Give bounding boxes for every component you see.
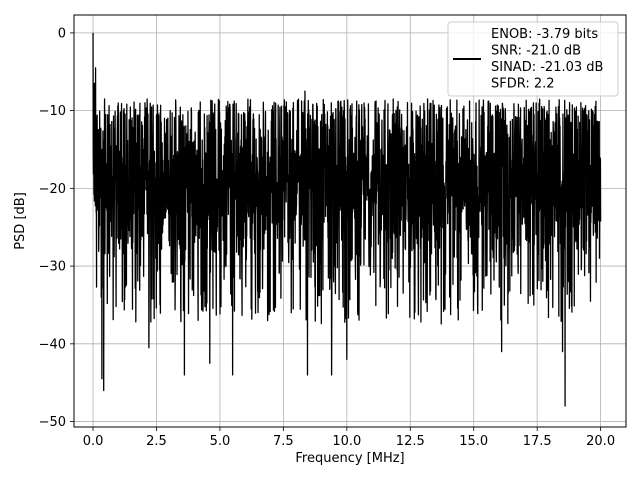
y-tick-label: −50 — [39, 415, 66, 430]
x-tick-label: 10.0 — [332, 434, 361, 449]
x-tick-label: 5.0 — [210, 434, 231, 449]
x-tick-label: 17.5 — [523, 434, 552, 449]
x-tick-label: 0.0 — [83, 434, 104, 449]
y-tick-label: −40 — [39, 337, 66, 352]
x-tick-label: 2.5 — [146, 434, 167, 449]
x-tick-label: 7.5 — [273, 434, 294, 449]
x-tick-label: 12.5 — [396, 434, 425, 449]
legend-box — [447, 21, 619, 97]
x-tick-label: 20.0 — [586, 434, 615, 449]
x-axis-ticks: 0.0 2.5 5.0 7.5 10.0 12.5 15.0 17.5 20.0 — [83, 427, 615, 449]
x-axis-label: Frequency [MHz] — [295, 451, 404, 466]
legend-text-sinad: SINAD: -21.03 dB — [491, 60, 603, 75]
legend: ENOB: -3.79 bits SNR: -21.0 dB SINAD: -2… — [447, 21, 619, 97]
y-axis-ticks: 0 −10 −20 −30 −40 −50 — [39, 26, 74, 430]
x-tick-label: 15.0 — [459, 434, 488, 449]
psd-series-line — [92, 32, 602, 407]
legend-text-snr: SNR: -21.0 dB — [491, 44, 581, 59]
y-tick-label: 0 — [58, 26, 66, 41]
y-tick-label: −10 — [39, 104, 66, 119]
y-tick-label: −30 — [39, 260, 66, 275]
y-axis-label: PSD [dB] — [13, 192, 28, 250]
legend-text-enob: ENOB: -3.79 bits — [491, 27, 598, 42]
series-layer — [92, 32, 602, 407]
plot-frame — [73, 14, 627, 428]
y-tick-label: −20 — [39, 182, 66, 197]
legend-text-sfdr: SFDR: 2.2 — [491, 77, 555, 92]
